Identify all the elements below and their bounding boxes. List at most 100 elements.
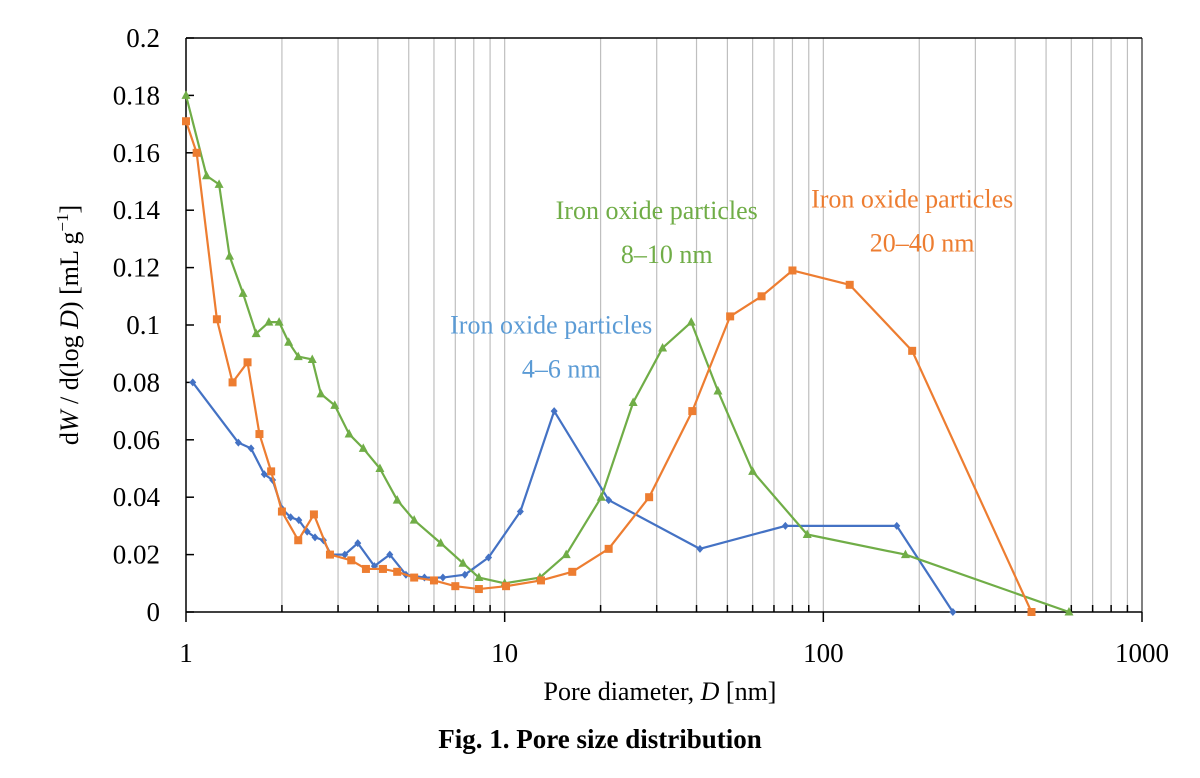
data-point-diamond (260, 470, 268, 479)
data-point-square (361, 564, 370, 573)
data-point-triangle (1064, 607, 1074, 616)
data-point-diamond (516, 507, 524, 516)
data-point-square (726, 312, 735, 321)
series-annotation-line2: 8–10 nm (621, 240, 713, 269)
data-point-diamond (341, 550, 349, 559)
data-point-square (474, 585, 483, 594)
data-point-triangle (358, 443, 368, 452)
data-point-triangle (251, 328, 261, 338)
figure-caption-text: Fig. 1. Pore size distribution (438, 724, 762, 754)
y-tick-label: 0.16 (113, 138, 160, 168)
data-point-diamond (189, 378, 197, 387)
y-tick-label: 0.12 (113, 253, 160, 283)
data-point-diamond (949, 608, 957, 616)
y-tick-labels: 0 0.02 0.04 0.06 0.08 0.1 0.12 0.14 0.16 0.18 0.2 (113, 23, 161, 627)
series-annotation-line2: 20–40 nm (870, 228, 975, 257)
series-annotation-line2: 4–6 nm (522, 355, 601, 384)
data-point-triangle (375, 463, 385, 472)
data-point-square (294, 536, 303, 545)
data-point-diamond (287, 513, 295, 522)
data-point-square (309, 510, 318, 519)
data-point-diamond (386, 550, 394, 559)
y-tick-label: 0.1 (126, 310, 160, 340)
y-tick-label: 0 (147, 597, 161, 627)
data-point-triangle (458, 558, 468, 567)
data-point-triangle (181, 90, 191, 99)
data-point-square (410, 573, 419, 582)
y-tick-label: 0.02 (113, 540, 160, 570)
x-axis-title: Pore diameter, D [nm] (544, 677, 777, 706)
data-point-square (325, 550, 334, 559)
data-point-triangle (225, 251, 235, 260)
data-point-square (393, 567, 402, 576)
y-tick-label: 0.06 (113, 425, 160, 455)
data-point-triangle (561, 549, 571, 559)
series-line (184, 95, 1070, 614)
data-point-diamond (550, 407, 558, 416)
y-tick-label: 0.2 (126, 23, 160, 53)
data-point-square (277, 507, 286, 516)
data-point-triangle (436, 538, 446, 547)
data-point-diamond (295, 516, 303, 525)
y-tick-label: 0.04 (113, 482, 161, 512)
data-point-diamond (439, 573, 447, 582)
axes (185, 37, 1143, 622)
data-point-square (212, 315, 221, 324)
data-point-triangle (900, 549, 910, 559)
data-point-triangle (330, 400, 340, 409)
svg-text:dW / d(log D) [mL g−1]: dW / d(log D) [mL g−1] (53, 205, 84, 445)
data-point-triangle (344, 429, 354, 438)
data-point-square (255, 430, 264, 439)
data-point-square (378, 564, 387, 573)
data-point-diamond (696, 544, 704, 553)
y-tick-label: 0.14 (113, 195, 161, 225)
data-point-triangle (409, 515, 419, 524)
data-point-diamond (893, 521, 901, 530)
data-point-triangle (713, 386, 723, 395)
x-tick-label: 1 (179, 638, 193, 668)
data-point-square (1027, 608, 1036, 616)
series-annotation-line1: Iron oxide particles (556, 196, 758, 225)
x-axis-title-text: Pore diameter, (544, 677, 701, 706)
series-annotation-line1: Iron oxide particles (811, 184, 1013, 213)
data-point-triangle (307, 354, 317, 363)
data-point-square (604, 544, 613, 553)
data-point-square (908, 346, 917, 355)
series-square (182, 117, 1036, 616)
data-point-square (192, 148, 201, 157)
data-point-square (757, 292, 766, 301)
data-point-triangle (202, 170, 212, 180)
data-point-square (502, 582, 511, 591)
data-point-square (228, 378, 237, 387)
data-point-square (267, 467, 276, 476)
data-point-triangle (628, 397, 638, 406)
data-point-triangle (748, 466, 758, 475)
data-point-diamond (605, 496, 613, 505)
data-point-square (451, 582, 460, 591)
data-point-square (243, 358, 252, 367)
series-triangle (181, 90, 1074, 616)
data-point-diamond (461, 570, 469, 579)
y-axis-title: dW / d(log D) [mL g−1] (53, 205, 84, 445)
data-point-square (688, 407, 697, 416)
data-point-diamond (354, 539, 362, 548)
series-annotation-line1: Iron oxide particles (450, 311, 652, 340)
x-tick-label: 10 (491, 638, 518, 668)
data-point-triangle (686, 317, 696, 326)
x-axis-title-unit: [nm] (719, 677, 776, 706)
data-point-diamond (234, 438, 242, 447)
data-point-square (568, 567, 577, 576)
data-point-diamond (781, 521, 789, 530)
data-series (181, 90, 1074, 616)
data-point-triangle (474, 572, 484, 582)
data-point-triangle (293, 351, 303, 361)
data-point-diamond (311, 533, 319, 542)
data-point-triangle (802, 529, 812, 539)
series-annotations: Iron oxide particles 4–6 nm Iron oxide par… (450, 184, 1013, 383)
data-point-triangle (284, 337, 294, 346)
data-point-triangle (596, 492, 606, 501)
x-tick-label: 100 (803, 638, 844, 668)
data-point-square (645, 493, 654, 502)
data-point-triangle (238, 288, 248, 297)
